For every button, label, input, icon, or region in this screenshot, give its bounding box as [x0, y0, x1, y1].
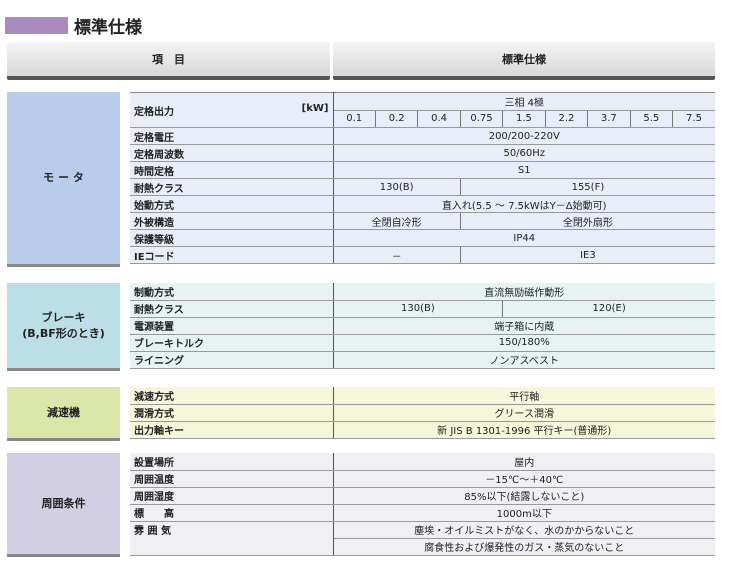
spec-value: グリース潤滑 [333, 404, 715, 422]
output-kw-cell: 2.2 [544, 110, 588, 128]
spec-value: 155(F) [459, 178, 715, 196]
rated-output-label: 定格出力 [kW] [130, 92, 334, 128]
table-row: 保護等級 IP44 [130, 229, 715, 247]
item-label: 潤滑方式 [130, 404, 334, 422]
ambient-label: 周囲条件 [7, 453, 120, 557]
output-kw-cell: 3.7 [587, 110, 631, 128]
table-row: ブレーキトルク 150/180% [130, 334, 715, 352]
spec-value: 塵埃・オイルミストがなく、水のかからないこと [333, 521, 715, 539]
title-marker [5, 17, 68, 34]
reducer-table: 減速方式 平行軸 潤滑方式 グリース潤滑 出力軸キー新 JIS B 1301-1996 … [130, 387, 715, 439]
spec-value: 120(E) [502, 300, 715, 318]
spec-value: 1000m以下 [333, 504, 715, 522]
item-label: 周囲温度 [130, 470, 334, 488]
reducer-label: 減速機 [7, 387, 120, 441]
header-item: 項 目 [7, 42, 330, 80]
item-label: 電源装置 [130, 317, 334, 335]
item-label: 減速方式 [130, 387, 334, 405]
brake-label: ブレーキ (B,BF形のとき) [7, 283, 120, 371]
spec-value: 200/200-220V [333, 127, 715, 145]
table-row: 制動方式 直流無励磁作動形 [130, 283, 715, 301]
table-row: 時間定格 S1 [130, 161, 715, 179]
motor-section: モ ー タ 定格出力 [kW] 三相 4極 0.1 0.2 0.4 0.75 1.5 2.2… [7, 92, 715, 267]
phase-poles: 三相 4極 [333, 92, 715, 111]
reducer-section: 減速機 減速方式 平行軸 潤滑方式 グリース潤滑 出力軸キー新 JIS B 1301-1… [7, 387, 715, 441]
table-row: 外被構造 全閉自冷形 全閉外扇形 [130, 212, 715, 230]
motor-table: 定格出力 [kW] 三相 4極 0.1 0.2 0.4 0.75 1.5 2.2 3.7 5.5… [130, 92, 715, 264]
table-row: 出力軸キー新 JIS B 1301-1996 平行キー(普通形) [130, 421, 715, 439]
output-kw-cell: 1.5 [502, 110, 546, 128]
item-label: ブレーキトルク [130, 334, 334, 352]
item-label [130, 538, 334, 556]
spec-value: 130(B) [333, 300, 503, 318]
table-row: 減速方式 平行軸 [130, 387, 715, 405]
table-row: 始動方式 直入れ(5.5 ～ 7.5kWはY－Δ始動可) [130, 195, 715, 213]
spec-value: 全閉外扇形 [459, 212, 715, 230]
motor-label: モ ー タ [7, 92, 120, 267]
title-text: 標準仕様 [74, 18, 142, 38]
spec-value: 屋内 [333, 453, 715, 471]
table-row: 雰 囲 気塵埃・オイルミストがなく、水のかからないこと [130, 521, 715, 539]
item-label: 耐熱クラス [130, 300, 334, 318]
spec-value: 直入れ(5.5 ～ 7.5kWはY－Δ始動可) [333, 195, 715, 213]
table-row: ライニング ノンアスベスト [130, 351, 715, 369]
spec-value: 85%以下(結露しないこと) [333, 487, 715, 505]
table-row: 耐熱クラス 130(B) 120(E) [130, 300, 715, 318]
spec-value: S1 [333, 161, 715, 179]
spec-value: 端子箱に内蔵 [333, 317, 715, 335]
spec-value: 130(B) [333, 178, 461, 196]
spec-value: － [333, 246, 461, 264]
output-kw-cell: 0.2 [374, 110, 418, 128]
brake-table: 制動方式 直流無励磁作動形 耐熱クラス 130(B) 120(E) 電源装置 端子箱に内蔵ブ… [130, 283, 715, 369]
output-kw-cell: 0.75 [459, 110, 503, 128]
spec-value: －15℃～＋40℃ [333, 470, 715, 488]
table-row: 定格周波数 50/60Hz [130, 144, 715, 162]
item-label: 外被構造 [130, 212, 334, 230]
item-label: 標 高 [130, 504, 334, 522]
output-kw-cell: 0.1 [333, 110, 376, 128]
table-row: 潤滑方式 グリース潤滑 [130, 404, 715, 422]
spec-value: IP44 [333, 229, 715, 247]
table-row: 耐熱クラス 130(B) 155(F) [130, 178, 715, 196]
item-label: 保護等級 [130, 229, 334, 247]
item-label: 周囲湿度 [130, 487, 334, 505]
output-kw-cell: 5.5 [629, 110, 673, 128]
item-label: ライニング [130, 351, 334, 369]
table-row: 設置場所 屋内 [130, 453, 715, 471]
item-label: 時間定格 [130, 161, 334, 179]
table-row: 電源装置 端子箱に内蔵 [130, 317, 715, 335]
table-row: 周囲温度 －15℃～＋40℃ [130, 470, 715, 488]
table-row: 定格電圧 200/200-220V [130, 127, 715, 145]
spec-value: 50/60Hz [333, 144, 715, 162]
item-label: 雰 囲 気 [130, 521, 334, 538]
spec-value: 150/180% [333, 334, 715, 352]
item-label: 定格周波数 [130, 144, 334, 162]
spec-value: 直流無励磁作動形 [333, 283, 715, 301]
item-label: IEコード [130, 246, 334, 264]
output-kw-cell: 7.5 [672, 110, 715, 128]
table-row: IEコード－ IE3 [130, 246, 715, 264]
ambient-table: 設置場所 屋内 周囲温度 －15℃～＋40℃ 周囲湿度 85%以下(結露しないこと) 標 高… [130, 453, 715, 556]
spec-value: 平行軸 [333, 387, 715, 405]
header-spec: 標準仕様 [333, 42, 715, 80]
item-label: 始動方式 [130, 195, 334, 213]
table-row: 腐食性および爆発性のガス・蒸気のないこと [130, 538, 715, 556]
ambient-section: 周囲条件 設置場所 屋内 周囲温度 －15℃～＋40℃ 周囲湿度 85%以下(結露しないこ… [7, 453, 715, 557]
spec-value: 全閉自冷形 [333, 212, 461, 230]
spec-value: 腐食性および爆発性のガス・蒸気のないこと [333, 538, 715, 556]
section-title: 標準仕様 [5, 13, 142, 38]
item-label: 制動方式 [130, 283, 334, 301]
item-label: 出力軸キー [130, 421, 334, 439]
spec-value: IE3 [459, 246, 715, 264]
brake-section: ブレーキ (B,BF形のとき) 制動方式 直流無励磁作動形 耐熱クラス 130(B) 1… [7, 283, 715, 371]
spec-value: ノンアスベスト [333, 351, 715, 369]
table-row: 周囲湿度 85%以下(結露しないこと) [130, 487, 715, 505]
table-row: 標 高 1000m以下 [130, 504, 715, 522]
item-label: 定格電圧 [130, 127, 334, 145]
item-label: 耐熱クラス [130, 178, 334, 196]
spec-value: 新 JIS B 1301-1996 平行キー(普通形) [333, 421, 715, 439]
item-label: 設置場所 [130, 453, 334, 471]
output-kw-cell: 0.4 [417, 110, 461, 128]
